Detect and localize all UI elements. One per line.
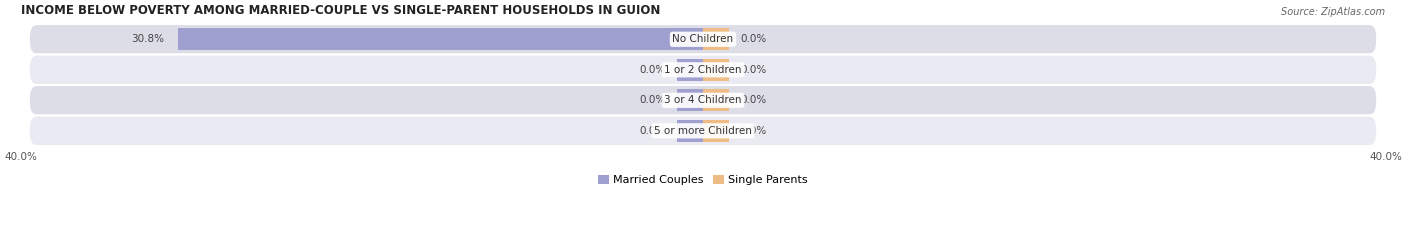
Bar (703, 120, 728, 142)
Text: 5 or more Children: 5 or more Children (654, 126, 752, 136)
FancyBboxPatch shape (28, 85, 1378, 116)
Text: Source: ZipAtlas.com: Source: ZipAtlas.com (1281, 7, 1385, 17)
Bar (703, 59, 728, 81)
Bar (678, 59, 703, 81)
Bar (678, 120, 703, 142)
FancyBboxPatch shape (28, 116, 1378, 146)
Text: 0.0%: 0.0% (640, 95, 665, 105)
Text: 3 or 4 Children: 3 or 4 Children (664, 95, 742, 105)
Text: 30.8%: 30.8% (131, 34, 165, 44)
FancyBboxPatch shape (28, 24, 1378, 55)
Text: 0.0%: 0.0% (741, 95, 766, 105)
FancyBboxPatch shape (28, 55, 1378, 85)
Legend: Married Couples, Single Parents: Married Couples, Single Parents (593, 170, 813, 189)
Text: 0.0%: 0.0% (741, 65, 766, 75)
Text: 0.0%: 0.0% (640, 65, 665, 75)
Text: 1 or 2 Children: 1 or 2 Children (664, 65, 742, 75)
Text: 0.0%: 0.0% (741, 126, 766, 136)
Text: 0.0%: 0.0% (741, 34, 766, 44)
Bar (703, 28, 728, 50)
Text: No Children: No Children (672, 34, 734, 44)
Bar (678, 89, 703, 111)
Bar (703, 89, 728, 111)
Title: INCOME BELOW POVERTY AMONG MARRIED-COUPLE VS SINGLE-PARENT HOUSEHOLDS IN GUION: INCOME BELOW POVERTY AMONG MARRIED-COUPL… (21, 4, 659, 17)
Bar (177, 28, 703, 50)
Text: 0.0%: 0.0% (640, 126, 665, 136)
